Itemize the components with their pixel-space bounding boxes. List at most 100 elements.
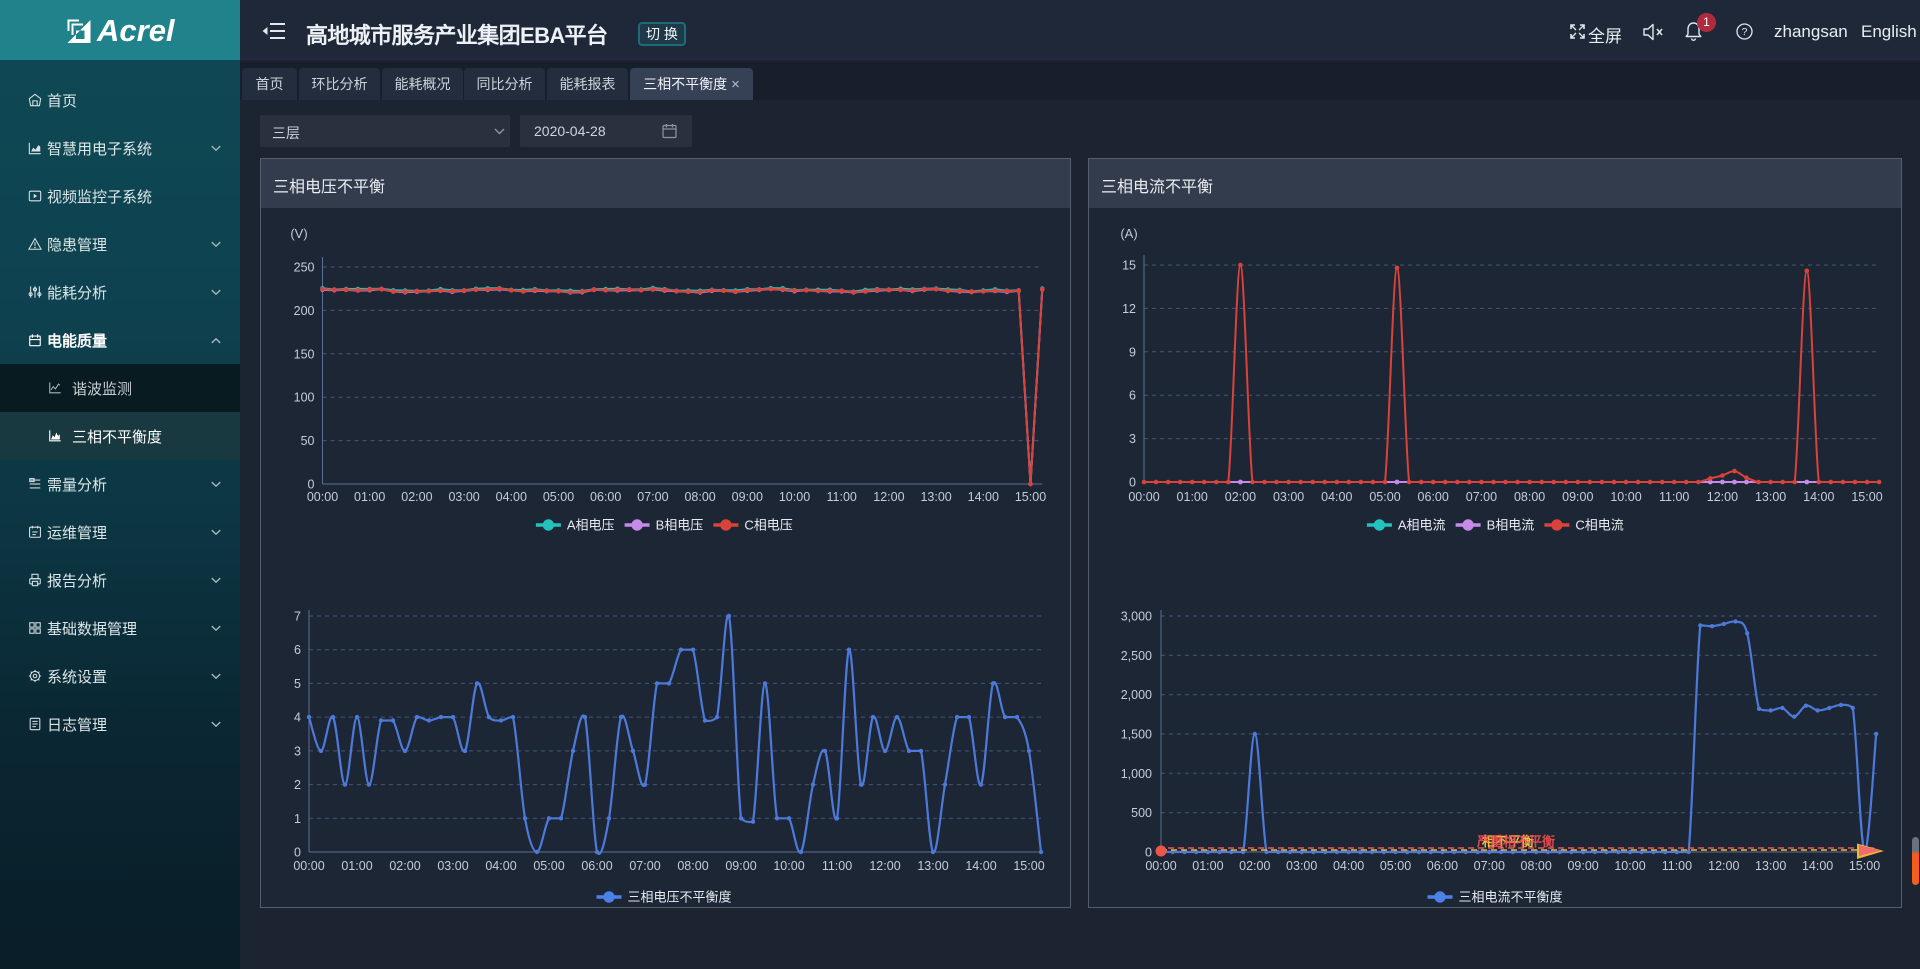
svg-text:1,000: 1,000 (1121, 767, 1152, 781)
svg-text:10:00: 10:00 (773, 859, 804, 873)
svg-text:03:00: 03:00 (448, 490, 479, 504)
svg-text:13:00: 13:00 (1755, 859, 1786, 873)
svg-text:15:00: 15:00 (1849, 859, 1880, 873)
svg-text:500: 500 (1131, 806, 1152, 820)
svg-text:3,000: 3,000 (1121, 610, 1152, 624)
svg-text:三相电压不平衡度: 三相电压不平衡度 (628, 890, 732, 905)
svg-text:15:00: 15:00 (1013, 859, 1044, 873)
svg-text:3: 3 (1129, 432, 1136, 446)
svg-text:09:00: 09:00 (1567, 859, 1598, 873)
svg-text:2,000: 2,000 (1121, 688, 1152, 702)
svg-text:13:00: 13:00 (1755, 490, 1786, 504)
svg-text:A相电流: A相电流 (1398, 518, 1446, 533)
svg-text:09:00: 09:00 (1562, 490, 1593, 504)
svg-text:12:00: 12:00 (873, 490, 904, 504)
svg-text:02:00: 02:00 (401, 490, 432, 504)
svg-text:07:00: 07:00 (637, 490, 668, 504)
svg-text:10:00: 10:00 (1614, 859, 1645, 873)
svg-text:00:00: 00:00 (307, 490, 338, 504)
svg-text:2,500: 2,500 (1121, 649, 1152, 663)
svg-text:100: 100 (294, 391, 315, 405)
svg-text:00:00: 00:00 (1145, 859, 1176, 873)
svg-text:02:00: 02:00 (389, 859, 420, 873)
svg-text:07:00: 07:00 (629, 859, 660, 873)
svg-text:05:00: 05:00 (533, 859, 564, 873)
svg-text:07:00: 07:00 (1466, 490, 1497, 504)
svg-text:08:00: 08:00 (1514, 490, 1545, 504)
svg-text:6: 6 (294, 643, 301, 657)
svg-text:0: 0 (1129, 476, 1136, 490)
svg-text:B相电流: B相电流 (1487, 518, 1535, 533)
svg-text:14:00: 14:00 (968, 490, 999, 504)
svg-text:6: 6 (1129, 389, 1136, 403)
svg-text:1,500: 1,500 (1121, 728, 1152, 742)
svg-text:04:00: 04:00 (1321, 490, 1352, 504)
svg-text:13:00: 13:00 (920, 490, 951, 504)
svg-text:250: 250 (294, 261, 315, 275)
svg-text:01:00: 01:00 (341, 859, 372, 873)
svg-text:04:00: 04:00 (496, 490, 527, 504)
svg-text:9: 9 (1129, 345, 1136, 359)
svg-text:02:00: 02:00 (1225, 490, 1256, 504)
svg-text:严重相不平衡: 严重相不平衡 (1476, 834, 1555, 849)
svg-text:12:00: 12:00 (1707, 490, 1738, 504)
svg-text:04:00: 04:00 (485, 859, 516, 873)
svg-text:01:00: 01:00 (354, 490, 385, 504)
svg-text:09:00: 09:00 (725, 859, 756, 873)
svg-text:14:00: 14:00 (1803, 490, 1834, 504)
svg-text:02:00: 02:00 (1239, 859, 1270, 873)
svg-text:三相电流不平衡度: 三相电流不平衡度 (1459, 890, 1563, 905)
svg-text:?: ? (1742, 26, 1748, 38)
svg-text:10:00: 10:00 (779, 490, 810, 504)
svg-text:03:00: 03:00 (437, 859, 468, 873)
svg-text:11:00: 11:00 (1659, 490, 1689, 504)
svg-text:相不平衡: 相不平衡 (1482, 834, 1534, 849)
svg-text:10:00: 10:00 (1610, 490, 1641, 504)
svg-text:0: 0 (308, 478, 315, 492)
svg-text:14:00: 14:00 (1802, 859, 1833, 873)
svg-text:05:00: 05:00 (543, 490, 574, 504)
svg-text:08:00: 08:00 (684, 490, 715, 504)
svg-text:05:00: 05:00 (1380, 859, 1411, 873)
svg-text:09:00: 09:00 (732, 490, 763, 504)
svg-text:(A): (A) (1120, 226, 1137, 241)
svg-text:B相电压: B相电压 (656, 518, 704, 533)
svg-text:08:00: 08:00 (677, 859, 708, 873)
svg-text:06:00: 06:00 (1427, 859, 1458, 873)
svg-text:C相电流: C相电流 (1575, 518, 1623, 533)
svg-text:01:00: 01:00 (1192, 859, 1223, 873)
svg-text:C相电压: C相电压 (744, 518, 792, 533)
svg-text:00:00: 00:00 (293, 859, 324, 873)
svg-text:3: 3 (294, 744, 301, 758)
svg-text:11:00: 11:00 (822, 859, 852, 873)
svg-text:07:00: 07:00 (1474, 859, 1505, 873)
svg-text:08:00: 08:00 (1521, 859, 1552, 873)
svg-text:03:00: 03:00 (1273, 490, 1304, 504)
svg-text:7: 7 (294, 610, 301, 624)
svg-text:50: 50 (301, 434, 315, 448)
svg-text:11:00: 11:00 (827, 490, 857, 504)
svg-text:00:00: 00:00 (1128, 490, 1159, 504)
svg-text:15:00: 15:00 (1851, 490, 1882, 504)
svg-text:01:00: 01:00 (1177, 490, 1208, 504)
svg-text:14:00: 14:00 (965, 859, 996, 873)
svg-text:12:00: 12:00 (869, 859, 900, 873)
svg-text:12: 12 (1122, 302, 1136, 316)
svg-text:11:00: 11:00 (1662, 859, 1692, 873)
svg-text:A相电压: A相电压 (567, 518, 615, 533)
svg-text:5: 5 (294, 677, 301, 691)
svg-text:06:00: 06:00 (1418, 490, 1449, 504)
svg-text:0: 0 (1145, 846, 1152, 860)
svg-text:4: 4 (294, 711, 301, 725)
svg-text:(V): (V) (290, 226, 307, 241)
svg-text:05:00: 05:00 (1369, 490, 1400, 504)
svg-text:2: 2 (294, 778, 301, 792)
svg-text:1: 1 (294, 812, 301, 826)
svg-text:04:00: 04:00 (1333, 859, 1364, 873)
svg-text:12:00: 12:00 (1708, 859, 1739, 873)
svg-text:13:00: 13:00 (917, 859, 948, 873)
svg-text:03:00: 03:00 (1286, 859, 1317, 873)
svg-text:15:00: 15:00 (1015, 490, 1046, 504)
svg-text:15: 15 (1122, 259, 1136, 273)
svg-text:06:00: 06:00 (590, 490, 621, 504)
